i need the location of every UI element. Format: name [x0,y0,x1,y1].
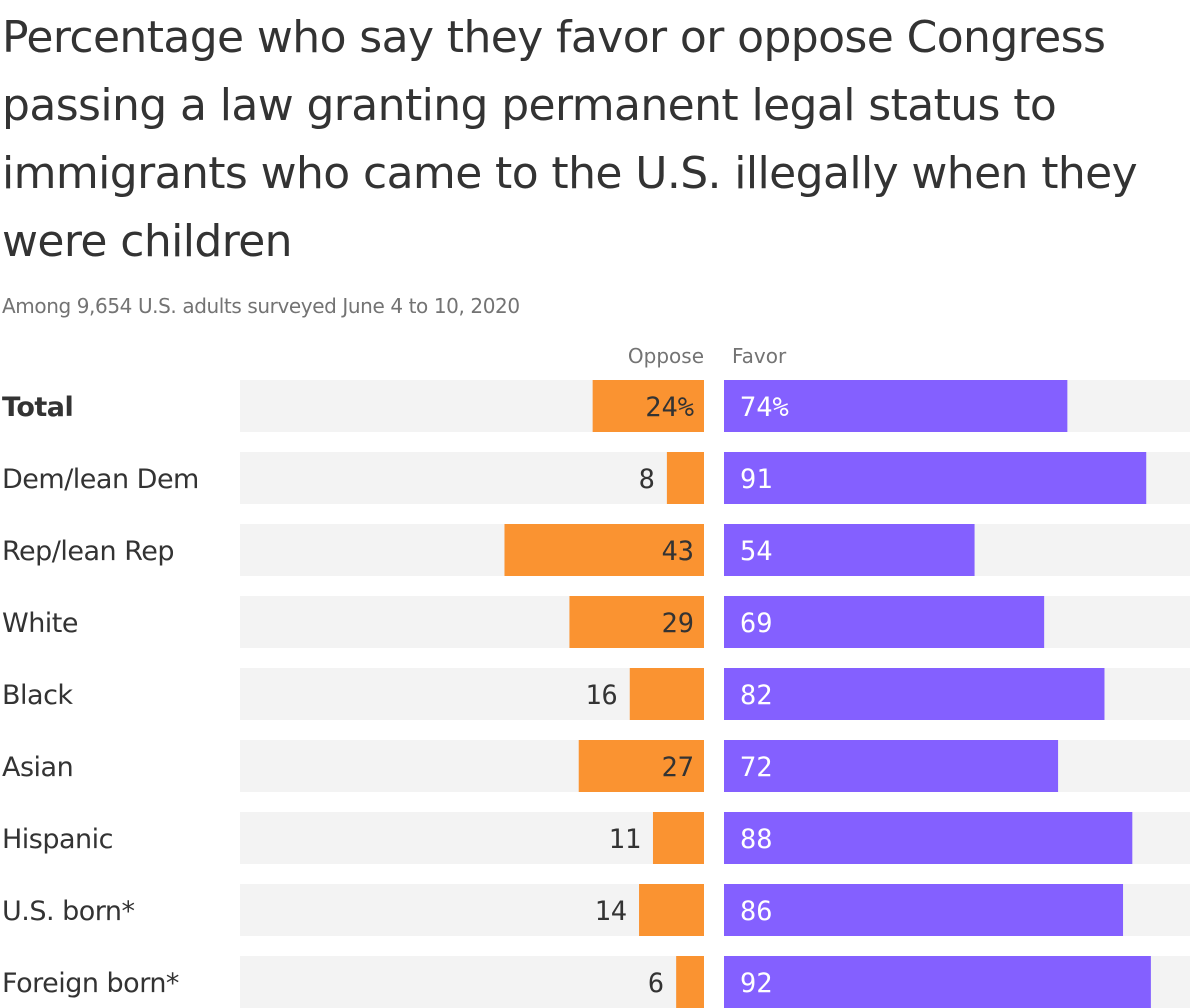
legend-oppose-label: Oppose [627,344,704,368]
category-label: White [2,608,78,639]
favor-value-label: 91 [740,464,773,495]
oppose-track [240,884,704,936]
category-label: U.S. born* [2,896,135,927]
oppose-track [240,452,704,504]
favor-value-label: 82 [740,680,773,711]
favor-bar [724,452,1147,504]
favor-value-label: 88 [740,824,773,855]
favor-value-label: 74% [740,392,789,423]
oppose-value-label: 14 [595,896,628,927]
category-label: Asian [2,752,73,783]
category-label: Hispanic [2,824,113,855]
favor-bar [724,596,1045,648]
favor-bar [724,740,1059,792]
category-label: Foreign born* [2,968,179,999]
oppose-value-label: 27 [661,752,694,783]
favor-value-label: 92 [740,968,773,999]
favor-value-label: 86 [740,896,773,927]
favor-bar [724,956,1151,1008]
favor-value-label: 54 [740,536,773,567]
oppose-bar [504,524,704,576]
oppose-value-label: 24% [645,392,694,423]
oppose-bar [578,740,704,792]
favor-bar [724,524,975,576]
oppose-bar [676,956,704,1008]
favor-bar [724,812,1133,864]
category-label: Rep/lean Rep [2,536,174,567]
oppose-value-label: 11 [608,824,641,855]
oppose-value-label: 8 [639,464,655,495]
oppose-bar [592,380,704,432]
category-label: Black [2,680,73,711]
oppose-value-label: 43 [661,536,694,567]
oppose-value-label: 6 [648,968,664,999]
favor-value-label: 72 [740,752,773,783]
category-label: Total [2,392,73,423]
chart-subtitle: Among 9,654 U.S. adults surveyed June 4 … [2,294,520,318]
oppose-bar [629,668,704,720]
chart-title: Percentage who say they favor or oppose … [2,12,1138,267]
favor-bar [724,668,1105,720]
oppose-value-label: 29 [661,608,694,639]
oppose-track [240,668,704,720]
oppose-bar [652,812,704,864]
oppose-bar [639,884,704,936]
oppose-track [240,956,704,1008]
favor-bar [724,380,1068,432]
category-label: Dem/lean Dem [2,464,199,495]
oppose-bar [666,452,704,504]
oppose-value-label: 16 [585,680,618,711]
favor-bar [724,884,1124,936]
oppose-bar [569,596,704,648]
legend-favor-label: Favor [732,344,787,368]
oppose-track [240,812,704,864]
favor-value-label: 69 [740,608,773,639]
